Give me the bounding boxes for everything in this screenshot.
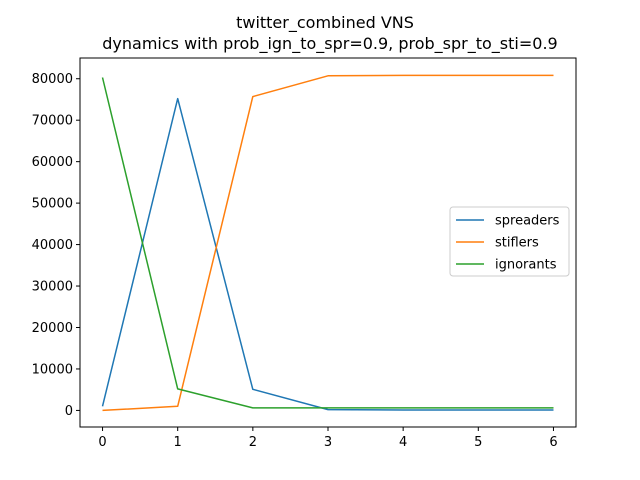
x-tick-label: 0	[98, 435, 106, 450]
series-line-ignorants	[101, 77, 554, 409]
x-tick-label: 5	[474, 435, 482, 450]
x-tick-label: 2	[249, 435, 257, 450]
y-tick-label: 30000	[32, 280, 73, 295]
legend-label-ignorants: ignorants	[495, 258, 557, 273]
legend-box	[449, 206, 570, 277]
y-tick-label: 50000	[32, 197, 73, 212]
y-tick-label: 10000	[32, 362, 73, 377]
series-lines	[101, 74, 554, 412]
y-tick-label: 60000	[32, 155, 73, 170]
legend-label-spreaders: spreaders	[495, 214, 560, 229]
legend: spreaders stiflers ignorants	[449, 206, 570, 277]
x-tick-label: 6	[549, 435, 557, 450]
axes: 0 1 2 3 4 5 6 0 10000 20000 30000 40000 50000 60000 70…	[32, 72, 558, 450]
y-tick-label: 80000	[32, 72, 73, 87]
plot-frame	[79, 57, 577, 428]
chart-subtitle: dynamics with prob_ign_to_spr=0.9, prob_…	[102, 34, 557, 54]
y-tick-label: 70000	[32, 114, 73, 129]
x-tick-label: 4	[399, 435, 407, 450]
y-tick-label: 20000	[32, 321, 73, 336]
series-line-stiflers	[102, 74, 554, 412]
y-tick-label: 40000	[32, 238, 73, 253]
x-tick-label: 3	[324, 435, 332, 450]
y-tick-label: 0	[65, 404, 73, 419]
series-line-spreaders	[101, 97, 554, 411]
legend-label-stiflers: stiflers	[495, 236, 539, 251]
x-tick-label: 1	[174, 435, 182, 450]
chart-title: twitter_combined VNS	[236, 13, 414, 33]
